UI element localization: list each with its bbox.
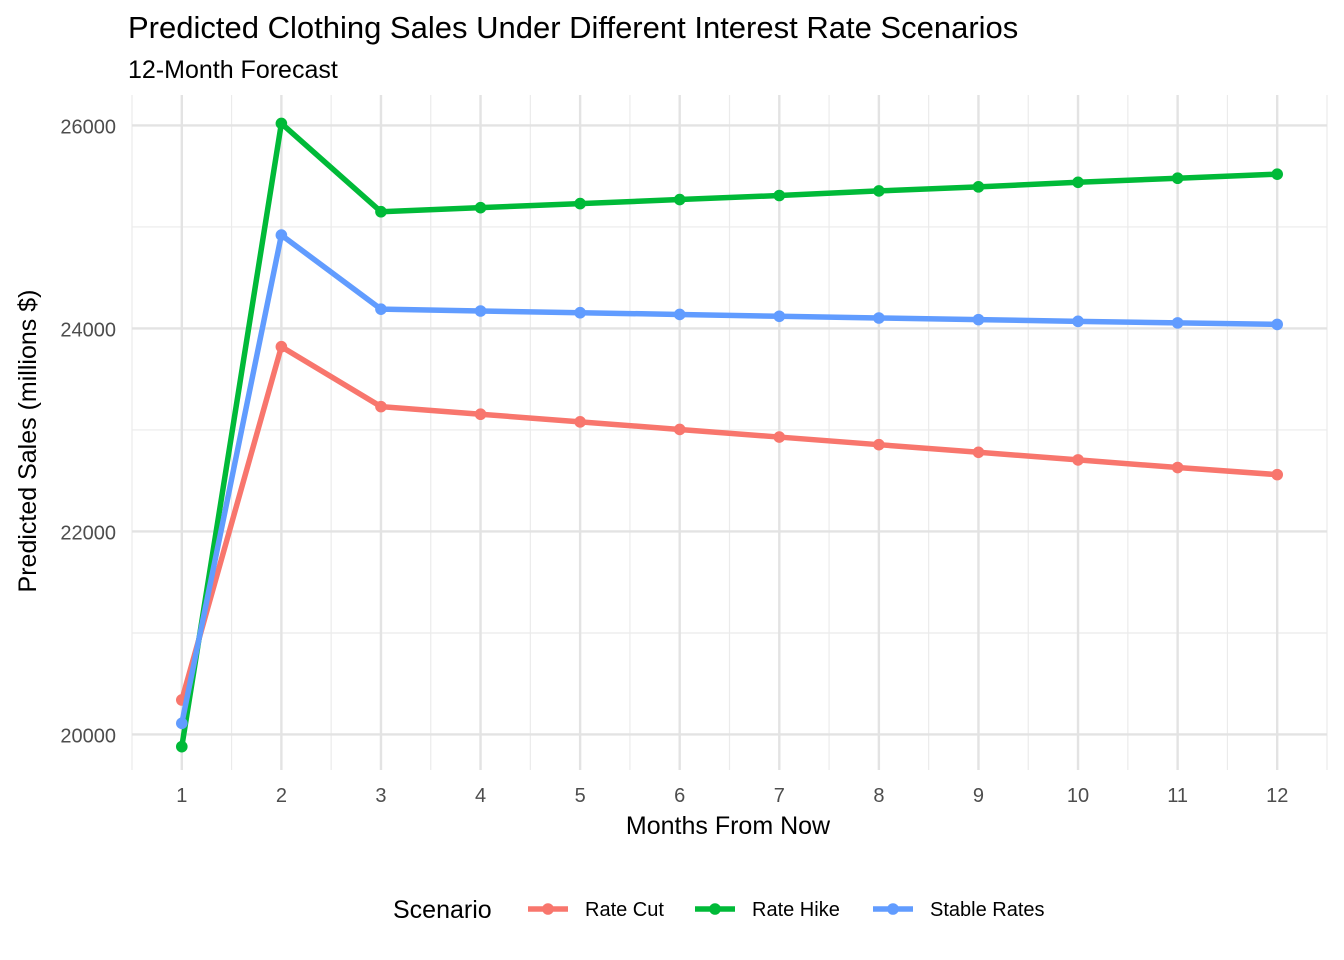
data-point <box>873 185 885 197</box>
y-tick-label: 22000 <box>60 522 116 544</box>
legend-key-point <box>709 903 721 915</box>
data-point <box>1171 317 1184 329</box>
legend-label: Rate Hike <box>752 899 840 921</box>
data-point <box>474 305 487 317</box>
data-point <box>175 740 188 753</box>
data-point <box>1072 315 1084 328</box>
data-point <box>275 340 288 353</box>
y-tick-label: 20000 <box>60 725 116 747</box>
data-point <box>1271 168 1284 180</box>
series-line <box>179 120 1278 748</box>
x-tick-label: 7 <box>774 785 785 807</box>
y-axis-label: Predicted Sales (millions $) <box>14 290 42 593</box>
legend-key-point <box>542 903 554 915</box>
data-point <box>972 313 985 326</box>
x-tick-label: 10 <box>1067 785 1089 807</box>
data-point <box>773 310 786 323</box>
data-point <box>1072 454 1084 466</box>
data-point <box>1271 318 1284 331</box>
data-point <box>1171 461 1184 474</box>
data-point <box>574 416 586 428</box>
legend-title: Scenario <box>393 896 492 924</box>
data-point <box>873 312 885 324</box>
legend-key-point <box>887 903 899 915</box>
x-tick-label: 5 <box>575 785 586 807</box>
data-point <box>474 201 487 214</box>
x-axis: 1 2 3 4 5 6 7 8 9 10 11 12 <box>176 785 1288 807</box>
data-point <box>673 193 686 206</box>
x-axis-label: Months From Now <box>626 812 831 840</box>
data-point <box>1271 468 1284 481</box>
data-point <box>673 308 686 321</box>
legend-item: Rate Cut <box>528 899 664 921</box>
legend-label: Rate Cut <box>585 899 664 921</box>
x-tick-label: 3 <box>375 785 386 807</box>
x-tick-label: 11 <box>1167 785 1188 807</box>
series-stable-rates <box>175 229 1284 730</box>
x-tick-label: 9 <box>973 785 984 807</box>
series-line <box>179 232 1278 724</box>
x-tick-label: 8 <box>873 785 884 807</box>
data-point <box>474 408 487 421</box>
series-rate-hike <box>175 117 1284 753</box>
series-rate-cut <box>175 340 1284 706</box>
data-point <box>773 431 786 443</box>
legend-label: Stable Rates <box>930 899 1045 921</box>
legend: Scenario Rate Cut Rate Hike Stable Rates <box>393 896 1045 924</box>
series-line <box>179 343 1278 701</box>
chart-subtitle: 12-Month Forecast <box>128 56 338 84</box>
y-tick-label: 24000 <box>60 319 116 341</box>
x-tick-label: 12 <box>1266 785 1288 807</box>
y-tick-label: 26000 <box>60 116 116 138</box>
data-point <box>175 717 188 730</box>
legend-item: Rate Hike <box>695 899 840 921</box>
data-point <box>375 400 387 413</box>
chart-title: Predicted Clothing Sales Under Different… <box>128 10 1019 45</box>
y-axis: 20000 22000 24000 26000 <box>60 116 116 747</box>
data-point <box>773 189 786 202</box>
data-point <box>275 229 288 241</box>
data-point <box>873 438 885 451</box>
data-point <box>1072 176 1084 189</box>
x-tick-label: 2 <box>276 785 287 807</box>
data-point <box>375 303 387 315</box>
x-tick-label: 1 <box>176 785 187 807</box>
data-point <box>375 205 387 218</box>
data-point <box>673 423 686 436</box>
data-point <box>1171 172 1184 185</box>
data-point <box>574 197 586 210</box>
series-lines <box>175 117 1284 753</box>
data-point <box>972 181 985 193</box>
data-point <box>275 117 288 130</box>
x-tick-label: 6 <box>674 785 685 807</box>
legend-item: Stable Rates <box>873 899 1045 921</box>
data-point <box>972 446 985 459</box>
data-point <box>574 306 586 319</box>
x-tick-label: 4 <box>475 785 486 807</box>
